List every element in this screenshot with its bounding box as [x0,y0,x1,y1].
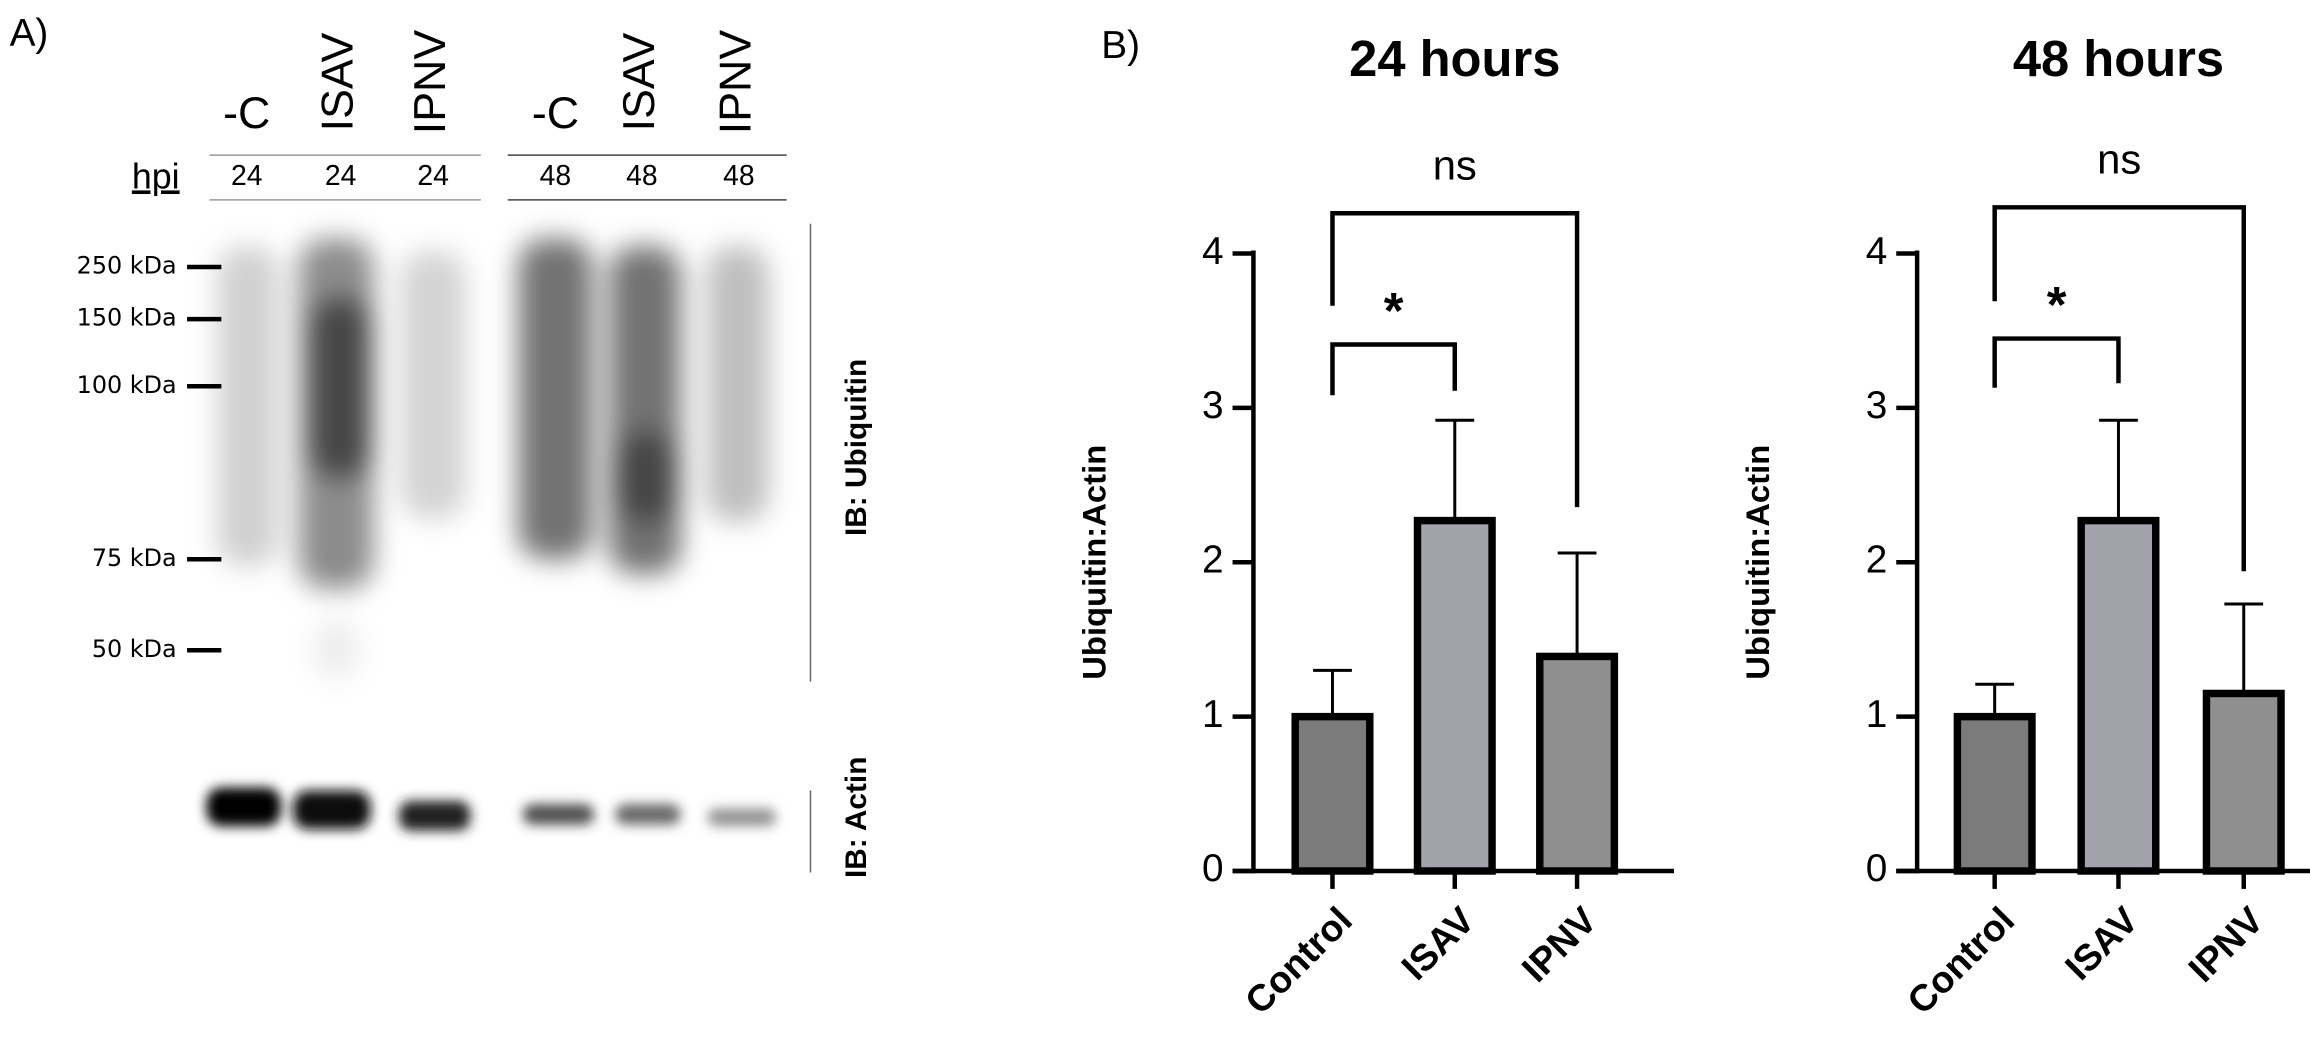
bar [1413,516,1496,875]
y-tick-label: 2 [1202,539,1224,582]
y-tick-label: 4 [1866,230,1888,273]
y-tick-label: 1 [1202,693,1224,736]
y-tick-label: 3 [1866,384,1888,427]
lane-label: IPNV [405,30,455,135]
x-tick-label: IPNV [1513,899,1604,990]
marker-label: 75 kDa [92,544,177,572]
bracket [1992,336,2121,388]
y-tick-label: 0 [1866,847,1888,890]
hpi-value: 48 [626,160,658,192]
bar [2202,689,2285,875]
hpi-label: hpi [132,156,180,196]
annotation: * [2047,276,2067,333]
x-tick-label: Control [1237,899,1360,1022]
x-tick-label: ISAV [2057,899,2146,988]
probe-label: IB: Ubiquitin [840,359,873,536]
y-tick-label: 1 [1866,693,1888,736]
panel-label: A) [10,12,49,55]
panel-label: B) [1101,24,1140,67]
hpi-value: 48 [540,160,572,192]
bar [1953,712,2036,875]
probe-label: IB: Actin [840,757,873,878]
bar [1536,652,1619,875]
marker-label: 250 kDa [77,251,177,279]
hpi-value: 24 [231,160,263,192]
chart-title: 24 hours [1349,30,1560,87]
bracket [1330,342,1458,396]
blot-image [206,238,777,831]
y-tick-label: 4 [1202,230,1224,273]
x-tick-label: ISAV [1393,899,1482,988]
hpi-value: 48 [723,160,755,192]
y-axis-label: Ubiquitin:Actin [1739,445,1776,680]
y-axis-label: Ubiquitin:Actin [1076,445,1113,680]
hpi-value: 24 [417,160,449,192]
bracket [1992,205,2246,572]
x-tick-label: Control [1899,899,2022,1022]
lane-label: -C [223,88,270,138]
annotation: * [1384,282,1404,339]
lane-label: IPNV [711,30,761,135]
x-tick-label: IPNV [2180,899,2271,990]
marker-label: 100 kDa [77,371,177,399]
lane-label: -C [532,88,579,138]
annotation: ns [1433,142,1477,189]
chart-title: 48 hours [2013,30,2224,87]
y-tick-label: 0 [1202,847,1224,890]
hpi-value: 24 [325,160,357,192]
lane-label: ISAV [614,33,664,132]
bar [2077,516,2160,875]
y-tick-label: 3 [1202,384,1224,427]
annotation: ns [2097,136,2141,183]
marker-label: 150 kDa [77,304,177,332]
bar [1291,712,1374,875]
y-tick-label: 2 [1866,539,1888,582]
marker-label: 50 kDa [92,635,177,663]
bracket [1330,211,1580,508]
lane-label: ISAV [312,33,362,132]
